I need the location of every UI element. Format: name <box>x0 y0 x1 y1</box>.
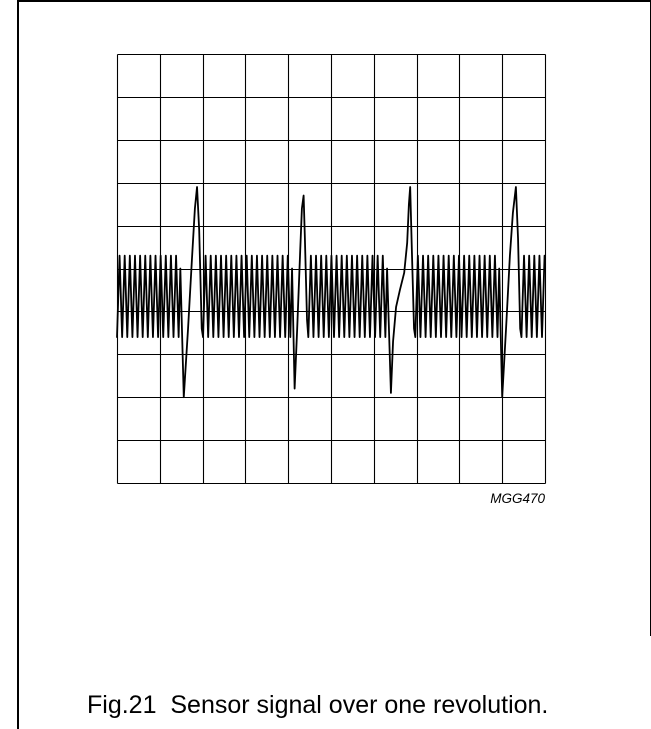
figure-code-label: MGG470 <box>490 491 545 506</box>
figure-frame-right <box>649 0 651 636</box>
signal-trace <box>116 186 546 399</box>
figure-caption: Fig.21 Sensor signal over one revolution… <box>87 691 549 719</box>
figure-frame-top <box>17 0 651 2</box>
figure-frame-left <box>17 0 19 729</box>
